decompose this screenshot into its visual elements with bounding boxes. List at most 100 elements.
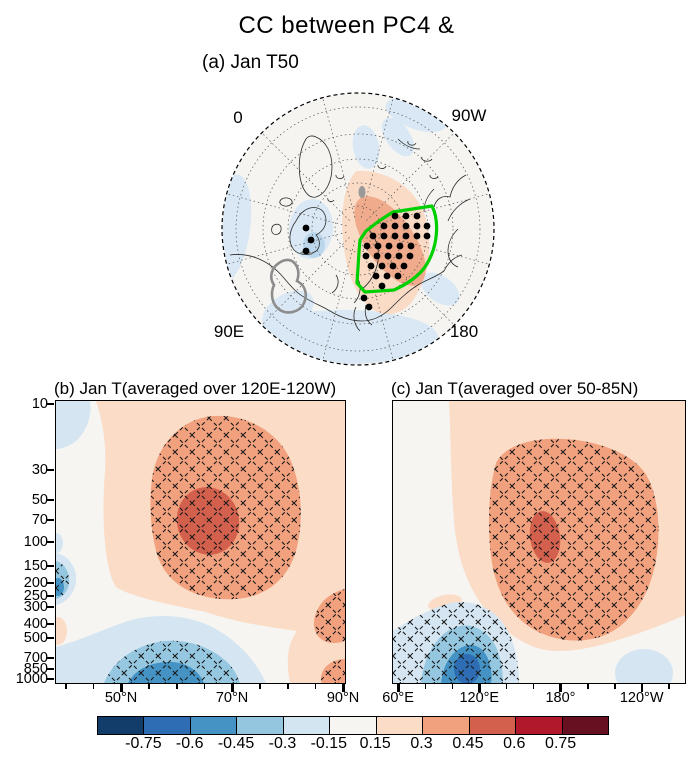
b-y-tick	[46, 540, 54, 543]
c-x-tick-label: 180°	[545, 690, 576, 706]
b-x-tick-label: 90°N	[326, 690, 360, 706]
panel-b-plot	[55, 400, 346, 684]
colorbar-tick-label: 0.15	[359, 735, 391, 752]
stipple-dot	[396, 242, 404, 250]
c-x-minor-tick	[668, 684, 670, 689]
stipple-dot	[391, 222, 399, 230]
stipple-dot	[406, 252, 414, 260]
b-y-tick	[46, 581, 54, 584]
colorbar-tick-label: -0.15	[310, 735, 348, 752]
stipple-dot	[423, 232, 431, 240]
panel-c-plot	[392, 400, 686, 684]
colorbar-segment	[330, 717, 377, 734]
b-positive-left-patch	[56, 617, 67, 645]
stipple-dot	[363, 242, 371, 250]
map-boundary	[221, 92, 495, 366]
map-stipple-dots	[302, 212, 431, 311]
b-y-tick-label: 1000	[15, 671, 48, 687]
map-green-region-outline	[355, 204, 439, 294]
b-x-minor-tick	[148, 684, 150, 689]
b-y-tick	[46, 656, 54, 659]
c-x-minor-tick	[451, 684, 454, 689]
colorbar-segment	[469, 717, 517, 734]
stipple-dot	[362, 252, 370, 260]
b-x-minor-tick	[314, 684, 317, 689]
stipple-dot	[400, 262, 408, 270]
stipple-dot	[383, 272, 391, 280]
stipple-dot	[302, 224, 310, 232]
stipple-dot	[423, 222, 431, 230]
map-graticule	[226, 97, 490, 361]
b-y-tick-label: 400	[23, 616, 48, 633]
b-y-tick	[46, 623, 54, 626]
c-x-minor-tick	[614, 684, 616, 689]
b-x-minor-tick	[287, 684, 289, 689]
panel-a-title: (a) Jan T50	[202, 52, 299, 73]
b-y-tick-label: 850	[23, 661, 48, 678]
b-y-tick-label: 500	[23, 629, 48, 646]
stipple-dot	[372, 272, 380, 280]
b-x-minor-tick	[203, 684, 206, 689]
map-gray-blob	[358, 186, 366, 198]
c-x-minor-tick	[587, 684, 589, 689]
stipple-dot	[365, 303, 373, 311]
colorbar-segment	[562, 717, 608, 734]
b-x-tick-label: 70°N	[215, 690, 249, 706]
colorbar-tick-label: 0.6	[503, 735, 526, 752]
panel-b-title: (b) Jan T(averaged over 120E-120W)	[54, 379, 337, 398]
b-x-tick	[120, 684, 123, 692]
b-y-tick	[46, 668, 54, 671]
colorbar-segment	[190, 717, 238, 734]
colorbar-tick-label: 0.3	[410, 735, 433, 752]
colorbar-segment	[283, 717, 331, 734]
stipple-dot	[402, 222, 410, 230]
stipple-dot	[380, 222, 388, 230]
b-y-tick-label: 50	[31, 492, 48, 509]
stipple-dot	[391, 212, 399, 220]
b-y-tick-label: 200	[23, 574, 48, 591]
b-y-tick	[46, 595, 54, 598]
b-y-tick-label: 300	[23, 599, 48, 616]
c-x-tick	[397, 684, 400, 692]
colorbar-segment	[516, 717, 563, 734]
b-x-tick-label: 50°N	[104, 690, 138, 706]
polar-map-panel	[208, 79, 508, 379]
b-x-minor-tick	[259, 684, 261, 689]
colorbar-segment	[376, 717, 424, 734]
stipple-dot	[360, 294, 368, 302]
b-y-tick-label: 250	[23, 588, 48, 605]
c-x-tick-label: 120°E	[459, 690, 500, 706]
c-x-tick	[559, 684, 562, 692]
b-x-tick	[231, 684, 234, 692]
b-x-minor-tick	[176, 684, 178, 689]
c-negative-right	[615, 649, 673, 683]
figure-title: CC between PC4 &	[238, 12, 455, 39]
colorbar-tick-label: 0.75	[545, 735, 577, 752]
b-y-tick	[46, 678, 54, 680]
stipple-dot	[307, 236, 315, 244]
map-coastlines	[229, 135, 471, 332]
stipple-dot	[413, 232, 421, 240]
map-label-0: 0	[233, 108, 243, 127]
stipple-dot	[384, 252, 392, 260]
colorbar-segment	[98, 717, 145, 734]
stipple-dot	[374, 242, 382, 250]
b-y-tick-label: 70	[31, 512, 48, 529]
panel-c-title: (c) Jan T(averaged over 50-85N)	[391, 379, 639, 398]
colorbar-tick-label: -0.75	[125, 735, 162, 752]
stipple-dot	[413, 222, 421, 230]
stipple-dot	[369, 232, 377, 240]
b-y-tick	[46, 564, 54, 567]
colorbar-tick-label: 0.45	[452, 735, 484, 752]
b-x-minor-tick	[65, 684, 67, 689]
b-y-tick	[46, 468, 54, 471]
b-negative-150	[56, 533, 63, 553]
colorbar	[97, 716, 609, 735]
b-x-minor-tick	[92, 684, 95, 689]
b-y-tick-label: 700	[23, 649, 48, 666]
stipple-dot	[378, 262, 386, 270]
b-negative-topleft	[56, 401, 91, 449]
b-y-tick	[46, 636, 54, 639]
stipple-dot	[394, 272, 402, 280]
